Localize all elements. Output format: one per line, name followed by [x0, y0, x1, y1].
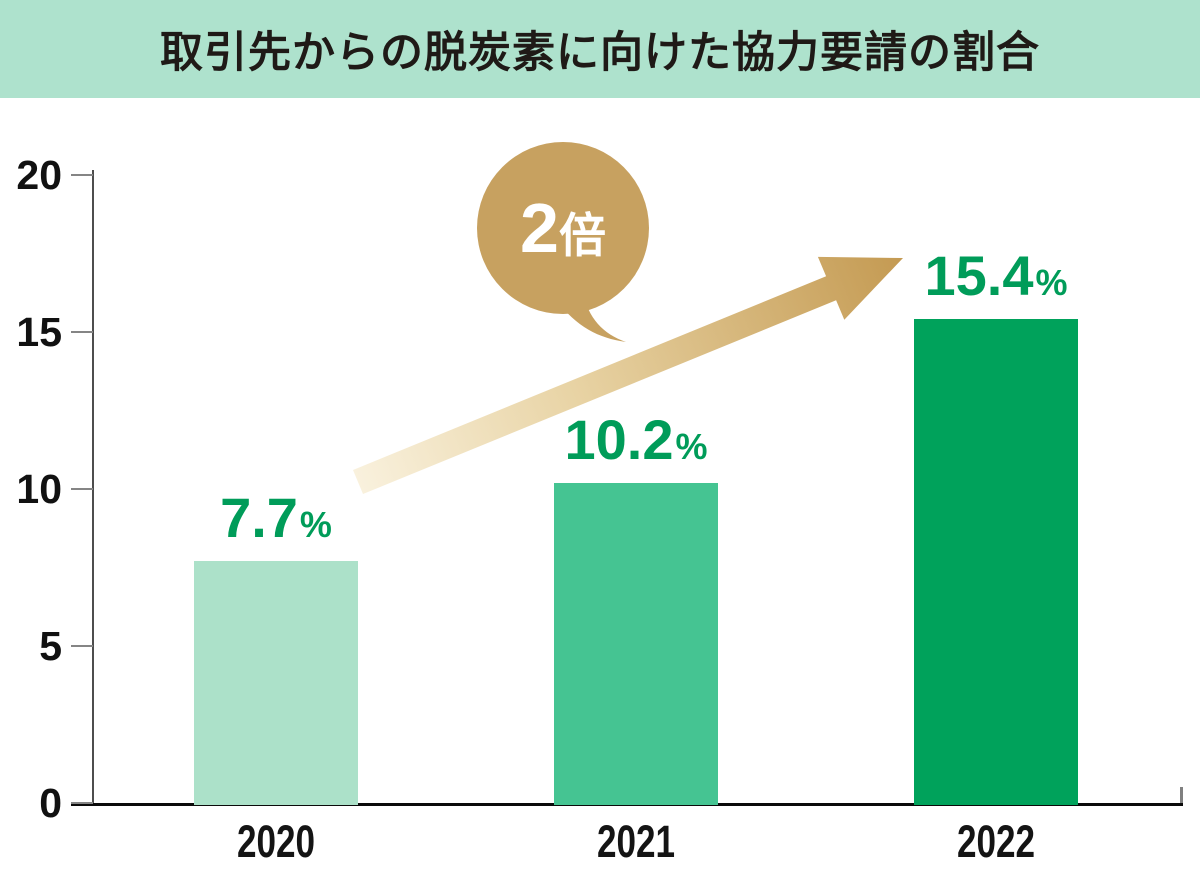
value-number: 15.4: [924, 244, 1034, 308]
value-unit: %: [1035, 262, 1068, 304]
value-unit: %: [299, 504, 332, 546]
value-unit: %: [675, 425, 708, 467]
bar-2022: [914, 319, 1078, 805]
y-tick-15: [71, 331, 93, 333]
x-tick-label-2022: 2022: [956, 816, 1036, 867]
speech-bubble-label: 2 倍: [463, 175, 663, 281]
bar-2021: [554, 482, 718, 805]
value-label-2021: 10.2%: [486, 407, 786, 486]
y-tick-label-20: 20: [16, 152, 62, 198]
value-label-2020: 7.7%: [126, 487, 426, 564]
bubble-number: 2: [520, 189, 559, 267]
value-number: 7.7: [220, 486, 298, 550]
x-tick-label-2021: 2021: [596, 816, 676, 867]
y-tick-0: [71, 802, 93, 804]
y-tick-20: [71, 174, 93, 176]
y-tick-label-10: 10: [16, 466, 62, 512]
y-tick-5: [71, 645, 93, 647]
y-tick-label-5: 5: [39, 623, 62, 669]
speech-bubble-tail: [556, 292, 626, 342]
y-tick-10: [71, 488, 93, 490]
x-tick-label-2020: 2020: [236, 816, 316, 867]
bubble-suffix: 倍: [558, 209, 606, 262]
y-tick-label-15: 15: [16, 309, 62, 355]
chart-title: 取引先からの脱炭素に向けた協力要請の割合: [160, 29, 1040, 77]
x-axis-end-tick: [1180, 787, 1183, 803]
y-axis-line: [92, 170, 94, 805]
title-banner: 取引先からの脱炭素に向けた協力要請の割合: [0, 0, 1200, 98]
value-label-2022: 15.4%: [846, 245, 1146, 322]
y-tick-label-0: 0: [39, 780, 62, 826]
bar-2020: [194, 561, 358, 805]
value-number: 10.2: [564, 407, 674, 471]
